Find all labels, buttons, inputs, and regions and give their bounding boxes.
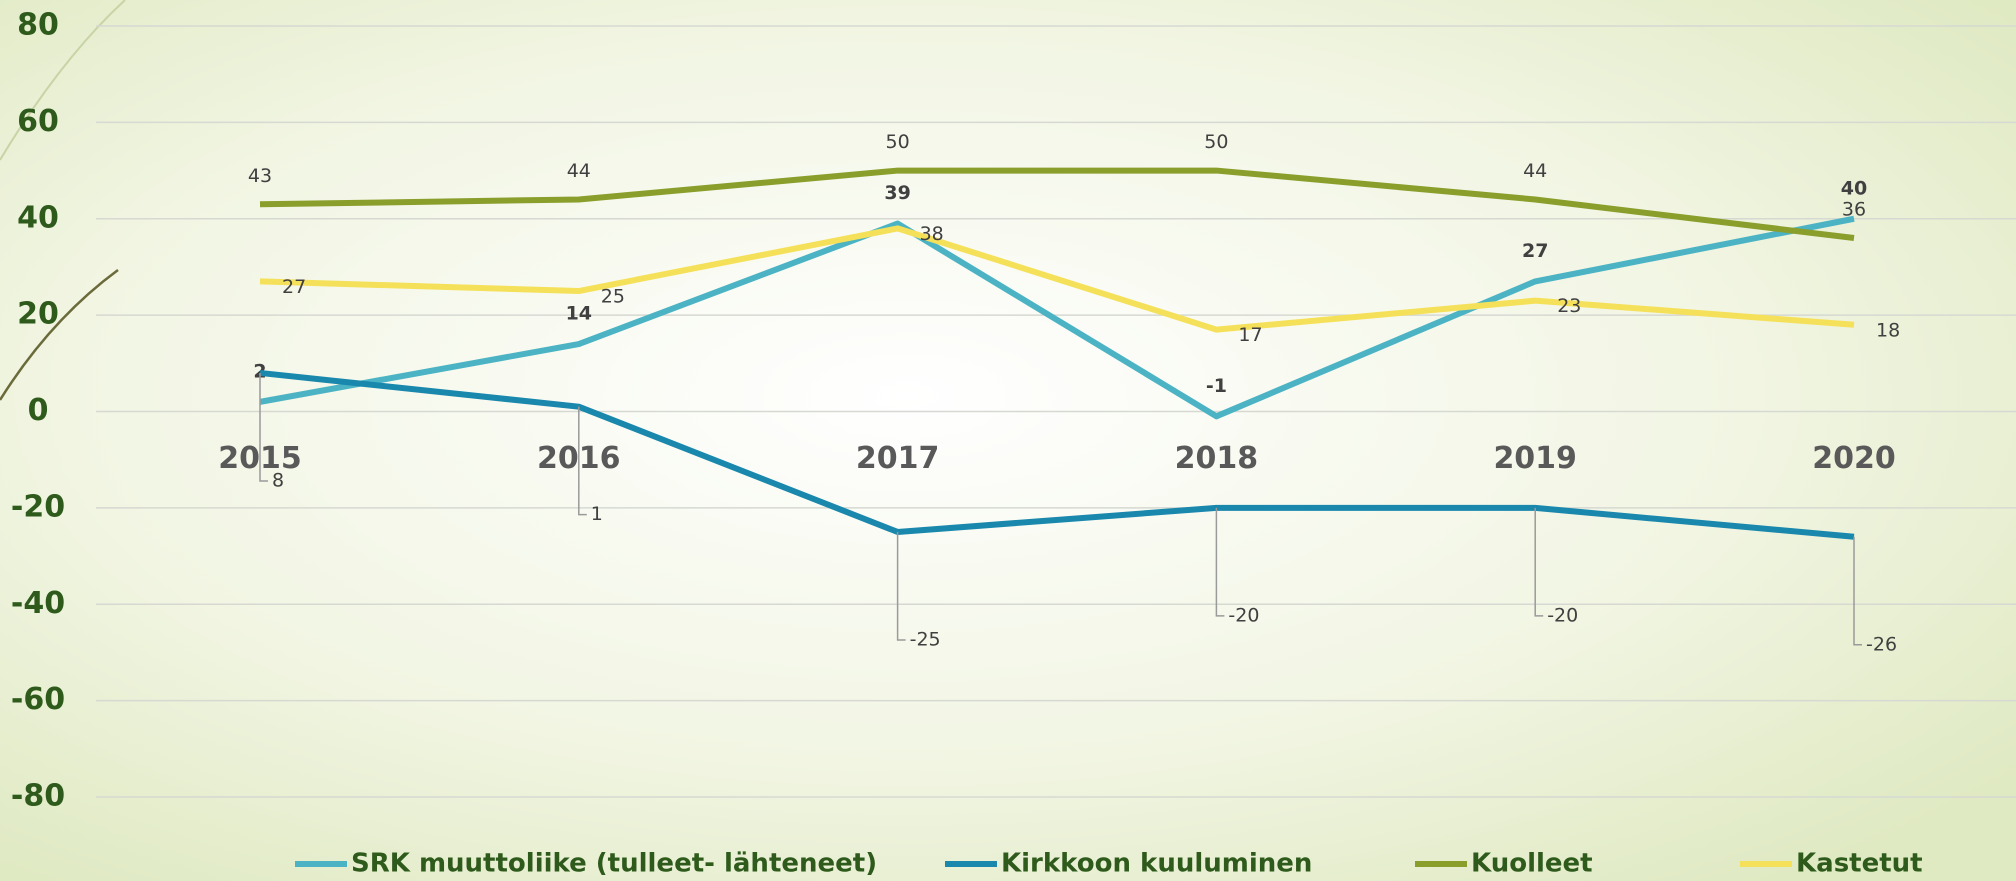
y-tick-label: 60: [17, 104, 59, 139]
leader-line: [896, 531, 906, 641]
data-label: 18: [1876, 319, 1900, 341]
legend-label: Kuolleet: [1471, 849, 1593, 879]
data-label: 44: [567, 160, 591, 182]
data-label: 50: [886, 131, 910, 153]
decoration: [0, 268, 119, 401]
y-tick-label: 20: [17, 297, 59, 332]
data-label: -20: [1547, 604, 1578, 626]
y-tick-label: -60: [11, 682, 65, 717]
data-label: -20: [1228, 604, 1259, 626]
y-tick-label: 40: [17, 200, 59, 235]
y-tick-label: -20: [11, 489, 65, 524]
data-label: 27: [282, 276, 306, 298]
data-label: 43: [248, 165, 272, 187]
legend-label: Kastetut: [1796, 849, 1923, 879]
leader-line: [1215, 507, 1225, 617]
series-line: [259, 167, 1855, 242]
y-tick-label: 80: [17, 8, 59, 43]
data-label: -1: [1206, 375, 1227, 397]
legend-label: SRK muuttoliike (tulleet- lähteneet): [351, 849, 877, 879]
series-line: [259, 225, 1855, 333]
y-tick-label: 0: [28, 393, 49, 428]
decoration: [0, 0, 126, 161]
data-label: -26: [1866, 633, 1897, 655]
y-tick-label: -40: [11, 586, 65, 621]
series-line: [259, 369, 1855, 540]
x-tick-label: 2018: [1175, 441, 1259, 476]
data-label: 36: [1842, 199, 1866, 221]
data-label: 1: [591, 503, 603, 525]
leader-line: [1853, 536, 1862, 646]
leader-line: [259, 372, 268, 482]
x-tick-label: 2020: [1812, 441, 1896, 476]
data-label: 17: [1238, 324, 1262, 346]
data-label: 23: [1557, 295, 1581, 317]
legend-label: Kirkkoon kuuluminen: [1001, 849, 1312, 879]
data-label: 38: [920, 223, 944, 245]
data-label: 44: [1523, 160, 1547, 182]
x-tick-label: 2017: [856, 441, 940, 476]
y-tick-label: -80: [11, 779, 65, 814]
data-label: 40: [1841, 177, 1867, 199]
data-label: 27: [1522, 240, 1548, 262]
leader-line: [1534, 507, 1544, 617]
data-label: 2: [253, 360, 266, 382]
data-label: 39: [884, 182, 910, 204]
x-tick-label: 2019: [1493, 441, 1577, 476]
data-label: 50: [1204, 131, 1228, 153]
data-label: 14: [566, 303, 592, 325]
leader-line: [578, 406, 587, 516]
data-label: 8: [272, 469, 284, 491]
data-label: -25: [910, 628, 941, 650]
data-label: 25: [601, 286, 625, 308]
series-line: [259, 215, 1855, 420]
